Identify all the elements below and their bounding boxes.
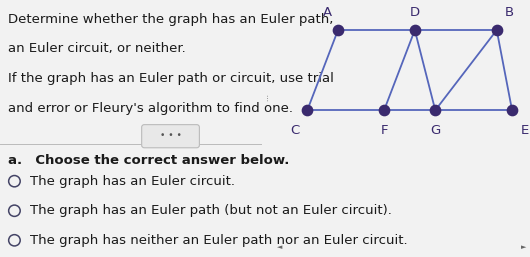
- Point: [303, 108, 312, 112]
- Text: • • •: • • •: [160, 131, 181, 140]
- Text: ►: ►: [522, 244, 527, 250]
- Text: F: F: [381, 124, 388, 137]
- Text: D: D: [410, 6, 420, 19]
- Text: E: E: [521, 124, 529, 137]
- Text: The graph has neither an Euler path nor an Euler circuit.: The graph has neither an Euler path nor …: [30, 234, 408, 247]
- Point: [492, 28, 501, 32]
- Text: and error or Fleury's algorithm to find one.: and error or Fleury's algorithm to find …: [8, 102, 293, 115]
- Point: [411, 28, 419, 32]
- Text: G: G: [430, 124, 440, 137]
- Text: C: C: [290, 124, 299, 137]
- Text: The graph has an Euler path (but not an Euler circuit).: The graph has an Euler path (but not an …: [30, 204, 392, 217]
- Text: The graph has an Euler circuit.: The graph has an Euler circuit.: [30, 175, 235, 188]
- Text: If the graph has an Euler path or circuit, use trial: If the graph has an Euler path or circui…: [8, 72, 334, 85]
- Point: [508, 108, 516, 112]
- Text: an Euler circuit, or neither.: an Euler circuit, or neither.: [8, 42, 185, 56]
- Text: a. Choose the correct answer below.: a. Choose the correct answer below.: [8, 154, 289, 167]
- Point: [431, 108, 439, 112]
- Text: ◄: ◄: [277, 244, 282, 250]
- FancyBboxPatch shape: [142, 125, 199, 148]
- Text: Determine whether the graph has an Euler path,: Determine whether the graph has an Euler…: [8, 13, 333, 26]
- Text: A: A: [323, 6, 332, 19]
- Point: [380, 108, 388, 112]
- Text: B: B: [505, 6, 514, 19]
- Point: [334, 28, 342, 32]
- Text: ⋯: ⋯: [265, 94, 271, 101]
